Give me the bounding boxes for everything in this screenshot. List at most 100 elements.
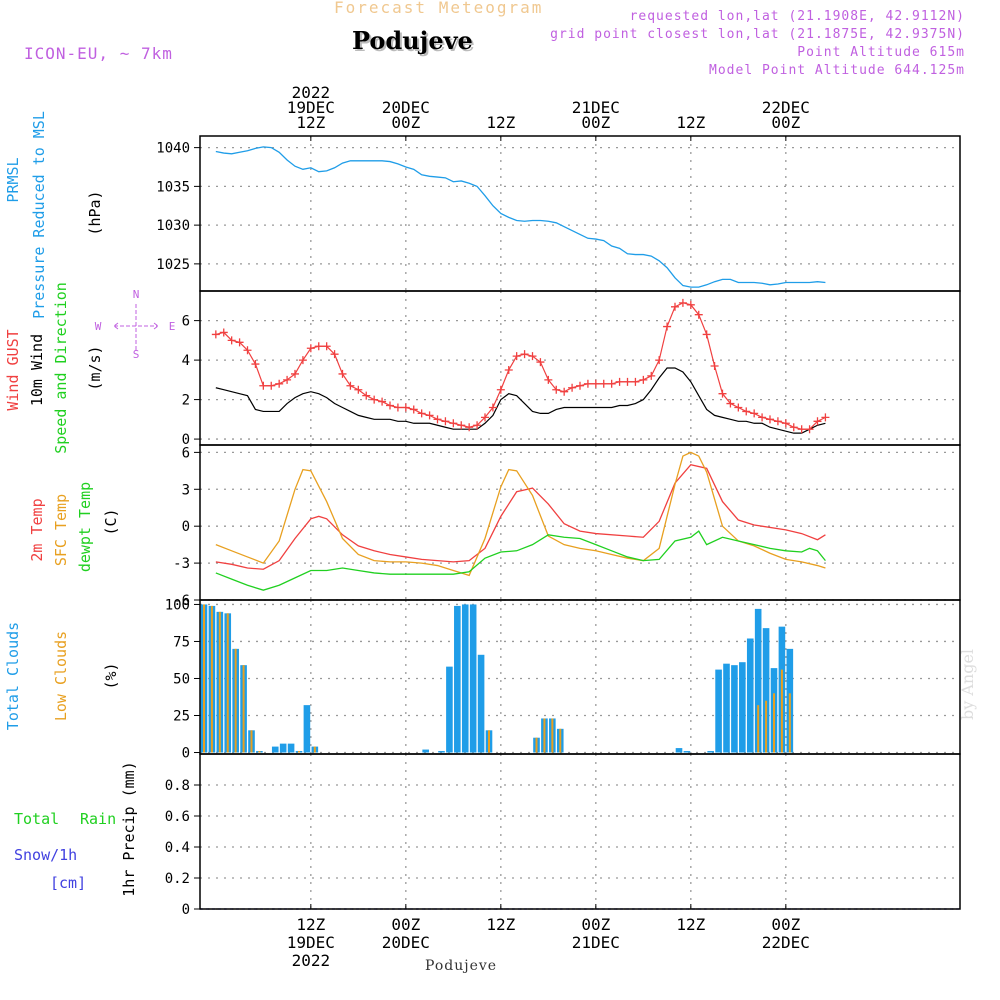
total-label: Total [14, 810, 59, 828]
bottom-axis-label: 00Z [581, 915, 610, 934]
bottom-axis-label: 2022 [292, 951, 331, 970]
total-cloud-bar [754, 608, 762, 753]
gust-marker [512, 352, 521, 361]
gust-marker [298, 356, 307, 365]
dewpt-temp-line [215, 530, 826, 591]
chart-title: Forecast Meteogram [334, 0, 544, 17]
gust-marker [805, 425, 814, 434]
total-cloud-bar [454, 605, 461, 753]
place-title: Podujeve [352, 26, 473, 55]
footer-place: Podujeve [425, 958, 498, 974]
top-axis-label: 2022 [292, 83, 331, 102]
gust-marker [378, 397, 387, 406]
gust-marker [599, 379, 608, 388]
low-cloud-bar [218, 611, 221, 753]
gust-marker [219, 328, 228, 337]
gust-marker [536, 358, 545, 367]
wind-speed-line [215, 367, 826, 434]
precip-unit: 1hr Precip (mm) [120, 761, 138, 896]
low-cloud-bar [559, 728, 562, 753]
y-tick-label: 0.2 [165, 871, 190, 887]
compass-s: S [133, 348, 140, 361]
gust-marker [568, 383, 577, 392]
pressure-unit: (hPa) [86, 190, 104, 235]
gust-marker [393, 403, 402, 412]
gust-marker [314, 342, 323, 351]
gust-marker [354, 385, 363, 394]
total-cloud-bar [422, 749, 429, 753]
compass-w: W [95, 320, 102, 333]
wind-unit: (m/s) [86, 345, 104, 390]
top-axis-label: 19DEC [287, 98, 335, 117]
y-tick-label: 1040 [156, 141, 190, 157]
low-cloud-bar [551, 718, 554, 753]
gust-marker [583, 379, 592, 388]
low-cloud-bar [535, 737, 538, 753]
gust-marker [773, 417, 782, 426]
gust-marker [465, 423, 474, 432]
gust-marker [457, 421, 466, 430]
total-cloud-bar [731, 665, 738, 753]
sfc-temp-label: SFC Temp [52, 494, 70, 566]
y-tick-label: 0 [182, 432, 190, 448]
gust-marker [766, 415, 774, 424]
top-axis-label: 00Z [391, 113, 420, 132]
low-cloud-bar [765, 700, 768, 753]
bottom-axis-label: 12Z [486, 915, 515, 934]
low-cloud-bar [234, 648, 237, 753]
total-cloud-bar [477, 654, 485, 753]
gust-marker [275, 379, 284, 388]
total-cloud-bar [303, 705, 311, 753]
gust-marker [671, 302, 679, 311]
bottom-axis-label: 12Z [296, 915, 325, 934]
y-tick-label: 25 [173, 709, 190, 725]
total-cloud-bar [469, 604, 477, 753]
gust-marker [591, 379, 600, 388]
low-cloud-bar [788, 693, 791, 753]
total-cloud-bar [715, 669, 722, 753]
wind-10m-label: 10m Wind [28, 334, 46, 406]
compass-n: N [133, 288, 140, 301]
bottom-axis-label: 22DEC [762, 933, 810, 952]
total-cloud-bar [723, 663, 730, 753]
total-cloud-bar [683, 751, 691, 753]
bottom-axis-label: 00Z [391, 915, 420, 934]
gust-marker [449, 419, 458, 428]
gust-marker [639, 375, 648, 384]
temp-2m-label: 2m Temp [28, 498, 46, 561]
gust-marker [781, 419, 790, 428]
gust-marker [663, 322, 672, 331]
model-label: ICON-EU, ~ 7km [24, 44, 173, 63]
compass-e: E [169, 320, 176, 333]
pressure-label-2: Pressure Reduced to MSL [30, 111, 48, 319]
wind-gust-label: Wind GUST [4, 329, 22, 410]
wind-gust-line [215, 302, 826, 430]
top-axis-label: 21DEC [572, 98, 620, 117]
top-axis-label: 00Z [581, 113, 610, 132]
total-cloud-bar [675, 748, 683, 753]
gust-marker [520, 350, 529, 359]
low-cloud-bar [298, 751, 300, 753]
grid-point-location: grid point closest lon,lat (21.1875E, 42… [550, 27, 965, 42]
gust-marker [401, 403, 410, 412]
total-cloud-bar [739, 662, 746, 753]
gust-marker [386, 401, 394, 410]
bottom-axis-label: 21DEC [572, 933, 620, 952]
y-tick-label: 0.6 [165, 809, 190, 825]
sfc-temp-line [215, 451, 826, 577]
requested-location: requested lon,lat (21.1908E, 42.9112N) [629, 9, 965, 24]
gust-marker [544, 375, 553, 384]
gust-marker [750, 409, 759, 418]
total-cloud-bar [461, 604, 469, 753]
y-tick-label: 2 [182, 393, 190, 409]
y-tick-label: 0 [182, 902, 190, 918]
gust-marker [686, 300, 695, 309]
y-tick-label: 6 [182, 314, 190, 330]
top-axis-label: 22DEC [762, 98, 810, 117]
gust-marker [821, 413, 830, 422]
total-clouds-label: Total Clouds [4, 622, 22, 730]
model-point-altitude: Model Point Altitude 644.125m [709, 63, 965, 78]
total-cloud-bar [271, 746, 279, 753]
